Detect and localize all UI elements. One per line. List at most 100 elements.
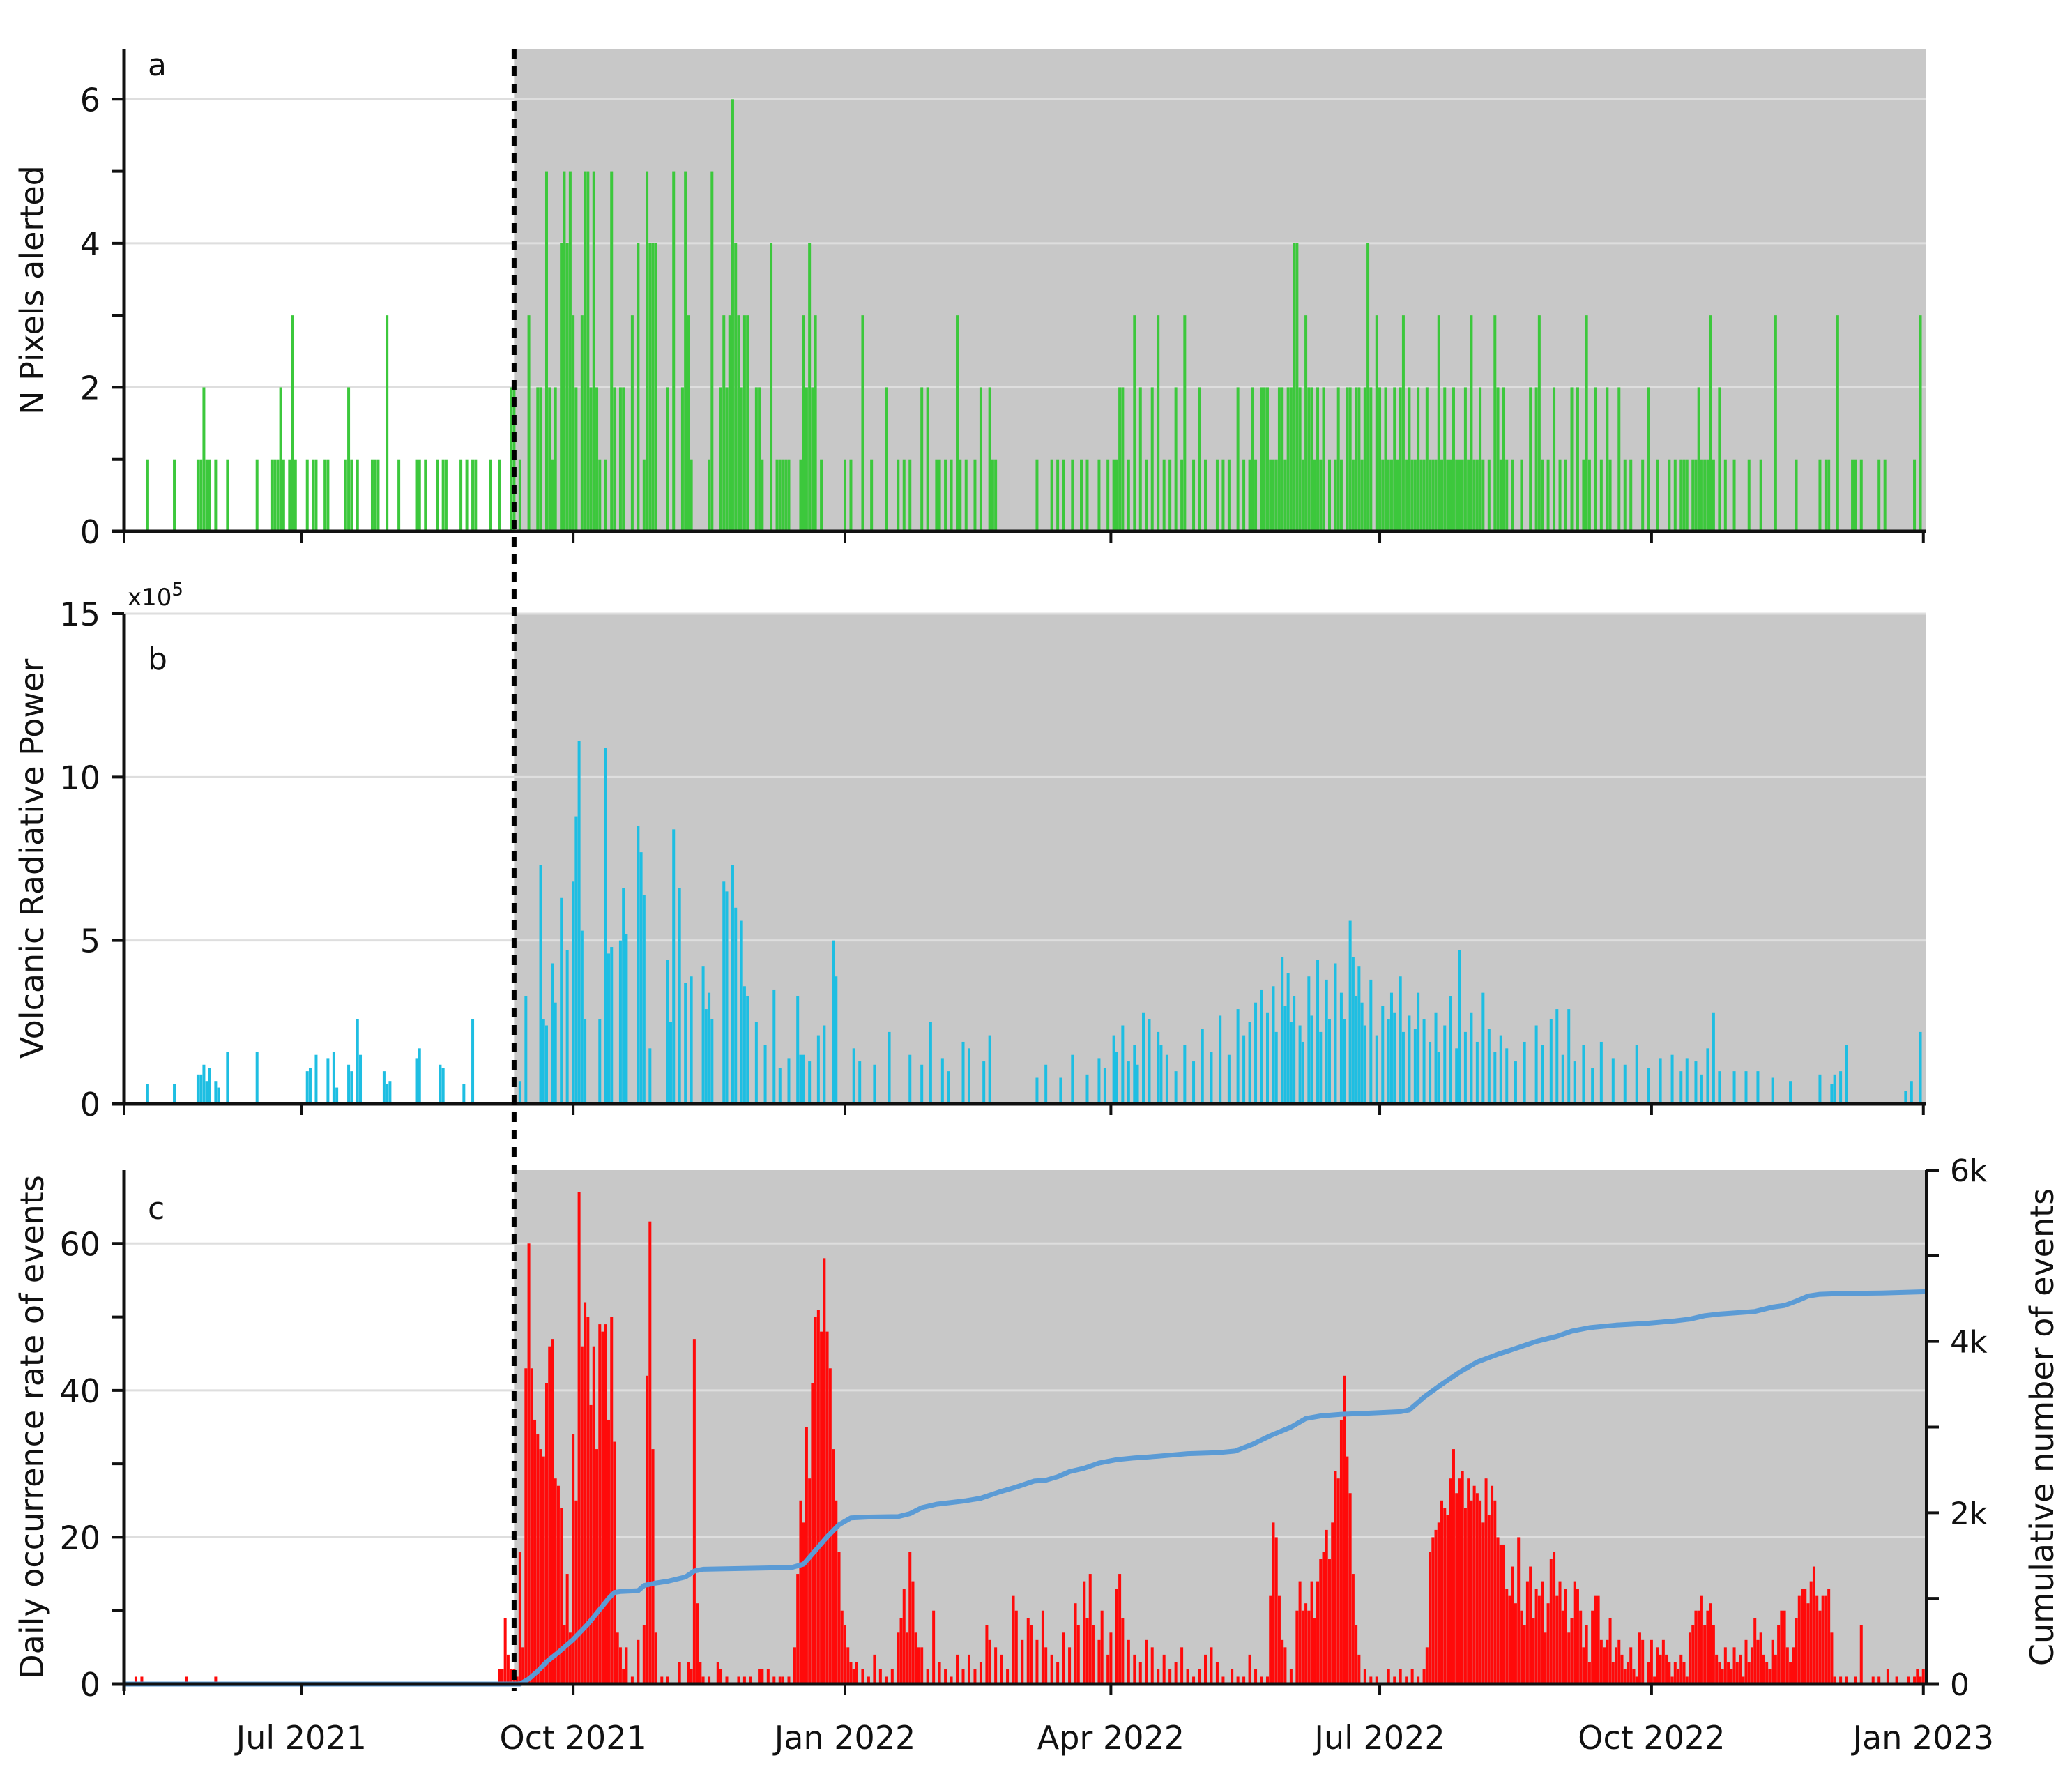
data-bar (832, 1449, 835, 1684)
data-bar (554, 1478, 557, 1684)
data-bar (1561, 1610, 1564, 1684)
data-bar (586, 1317, 590, 1684)
data-bar (1399, 387, 1402, 531)
data-bar (1567, 1632, 1571, 1684)
data-bar (1201, 1029, 1204, 1104)
data-bar (1886, 1669, 1889, 1684)
data-bar (1833, 1074, 1836, 1104)
data-bar (763, 1045, 767, 1104)
data-bar (1327, 1559, 1331, 1684)
data-bar (651, 243, 655, 531)
data-bar (586, 171, 590, 531)
data-bar (935, 459, 938, 531)
data-bar (1319, 1031, 1323, 1104)
data-bar (592, 171, 595, 531)
data-bar (1611, 1058, 1615, 1104)
data-bar (1298, 387, 1302, 531)
data-bar (1635, 1676, 1638, 1684)
data-bar (746, 315, 749, 531)
data-bar (1417, 1676, 1420, 1684)
x-tick-label: Jul 2021 (234, 1719, 367, 1757)
data-bar (666, 960, 669, 1104)
data-bar (1165, 1054, 1168, 1104)
data-bar (1434, 1012, 1438, 1104)
data-bar (1673, 1662, 1677, 1684)
data-bar (465, 459, 469, 531)
data-bar (1691, 459, 1695, 531)
data-bar (441, 1068, 445, 1104)
multiplier-exponent: 5 (172, 579, 183, 600)
data-bar (618, 1647, 622, 1684)
data-bar (1818, 459, 1822, 531)
data-bar (1204, 1654, 1207, 1684)
data-bar (823, 1258, 826, 1684)
data-bar (808, 1478, 812, 1684)
data-bar (1159, 1045, 1163, 1104)
data-bar (944, 1669, 947, 1684)
data-bar (205, 1081, 208, 1104)
data-bar (1523, 1625, 1526, 1684)
data-bar (902, 1589, 906, 1684)
data-bar (940, 1058, 944, 1104)
data-bar (607, 953, 610, 1104)
data-bar (1694, 459, 1698, 531)
right-y-tick-label: 4k (1950, 1325, 1988, 1360)
data-bar (708, 459, 711, 531)
data-bar (1564, 1589, 1567, 1684)
data-bar (1360, 1002, 1364, 1104)
data-bar (1035, 459, 1039, 531)
data-bar (1260, 1676, 1263, 1684)
data-bar (1198, 387, 1201, 531)
data-bar (1360, 459, 1364, 531)
data-bar (844, 1625, 846, 1684)
data-bar (276, 459, 280, 531)
data-bar (684, 983, 687, 1104)
data-bar (1656, 1647, 1659, 1684)
y-multiplier-label: x105 (128, 579, 183, 612)
data-bar (1789, 1081, 1792, 1104)
data-bar (214, 1676, 218, 1684)
data-bar (1537, 315, 1541, 531)
data-bar (1346, 387, 1349, 531)
data-bar (1685, 1676, 1689, 1684)
data-bar (1183, 1045, 1187, 1104)
data-bar (1417, 387, 1420, 531)
data-bar (701, 966, 705, 1104)
data-bar (1363, 1025, 1366, 1104)
data-bar (678, 888, 681, 1104)
data-bar (1573, 1581, 1576, 1684)
data-bar (1396, 459, 1399, 531)
data-bar (852, 1669, 855, 1684)
data-bar (1343, 1375, 1346, 1684)
data-bar (1579, 1610, 1583, 1684)
data-bar (770, 243, 773, 531)
data-bar (787, 1058, 791, 1104)
data-bar (1295, 1610, 1299, 1684)
data-bar (1883, 459, 1887, 531)
data-bar (572, 881, 575, 1104)
data-bar (1429, 1552, 1432, 1684)
data-bar (1369, 387, 1373, 531)
data-bar (1443, 387, 1447, 531)
data-bar (858, 1061, 862, 1104)
data-bar (1327, 459, 1331, 531)
data-bar (1210, 1647, 1213, 1684)
data-bar (1762, 1654, 1765, 1684)
data-bar (574, 816, 578, 1104)
data-bar (1836, 315, 1839, 531)
data-bar (202, 1064, 206, 1104)
data-bar (704, 1009, 708, 1104)
data-bar (1322, 387, 1325, 531)
data-bar (1859, 1625, 1863, 1684)
data-bar (902, 459, 906, 531)
data-bar (1289, 1022, 1293, 1104)
data-bar (1174, 387, 1178, 531)
data-bar (1534, 1025, 1538, 1104)
data-bar (613, 387, 616, 531)
data-bar (1227, 459, 1231, 531)
data-bar (1227, 1054, 1231, 1104)
data-bar (214, 1081, 218, 1104)
data-bar (607, 1419, 610, 1684)
data-bar (601, 1331, 604, 1684)
data-bar (1481, 1522, 1485, 1684)
